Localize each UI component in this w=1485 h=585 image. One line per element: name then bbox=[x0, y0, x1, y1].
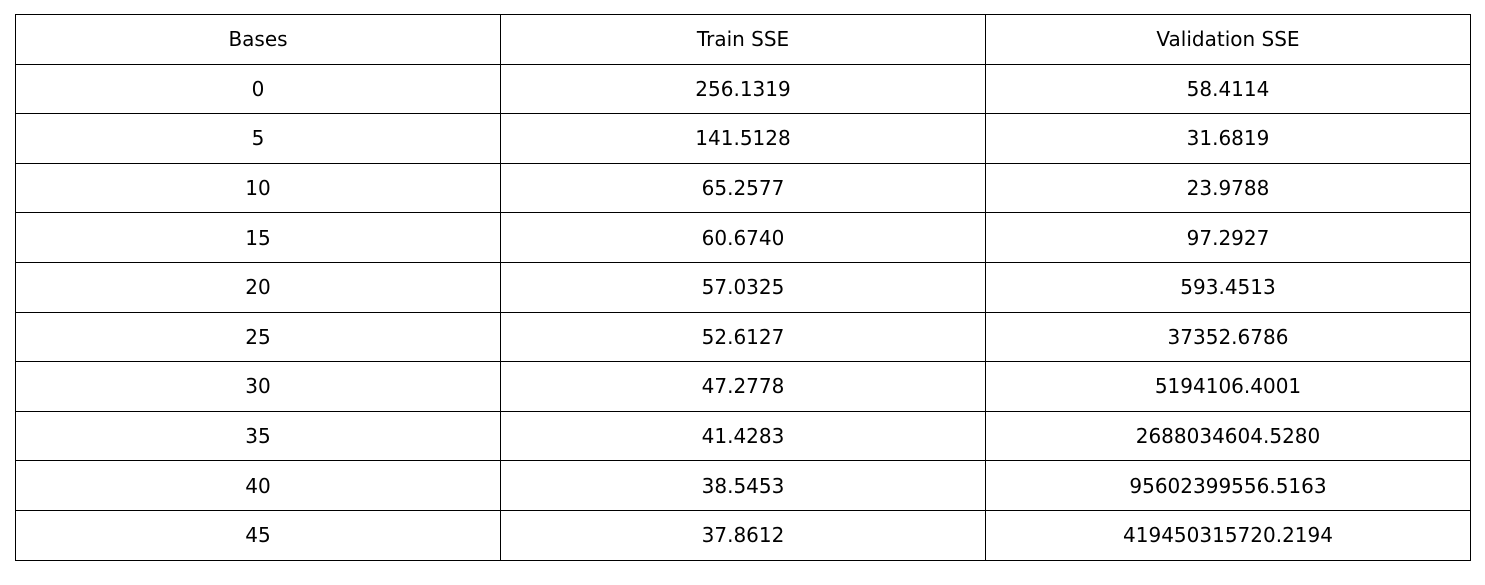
bases-cell: 5 bbox=[15, 113, 501, 164]
table-row: 30 47.2778 5194106.4001 bbox=[15, 361, 1471, 412]
sse-table: Bases Train SSE Validation SSE 0 256.1319… bbox=[15, 14, 1471, 561]
table-row: 5 141.5128 31.6819 bbox=[15, 113, 1471, 164]
bases-cell: 10 bbox=[15, 162, 501, 214]
bases-cell: 0 bbox=[15, 63, 501, 115]
validation-sse-cell: 23.9788 bbox=[985, 162, 1471, 214]
header-row: Bases Train SSE Validation SSE bbox=[15, 14, 1471, 65]
bases-cell: 35 bbox=[15, 410, 501, 462]
bases-cell: 20 bbox=[15, 261, 501, 313]
validation-sse-cell: 2688034604.5280 bbox=[985, 410, 1471, 462]
table-row: 15 60.6740 97.2927 bbox=[15, 212, 1471, 263]
bases-cell: 45 bbox=[15, 509, 501, 561]
validation-sse-cell: 58.4114 bbox=[985, 63, 1471, 115]
validation-sse-cell: 97.2927 bbox=[985, 212, 1471, 263]
train-sse-cell: 47.2778 bbox=[500, 361, 986, 412]
validation-sse-cell: 419450315720.2194 bbox=[985, 509, 1471, 561]
column-header-validation-sse: Validation SSE bbox=[985, 14, 1471, 65]
bases-cell: 25 bbox=[15, 311, 501, 363]
table-body: 0 256.1319 58.4114 5 141.5128 31.6819 10 65.257… bbox=[15, 63, 1471, 561]
bases-cell: 40 bbox=[15, 460, 501, 511]
train-sse-cell: 38.5453 bbox=[500, 460, 986, 511]
table-row: 25 52.6127 37352.6786 bbox=[15, 311, 1471, 363]
validation-sse-cell: 37352.6786 bbox=[985, 311, 1471, 363]
column-header-train-sse: Train SSE bbox=[500, 14, 986, 65]
train-sse-cell: 141.5128 bbox=[500, 113, 986, 164]
train-sse-cell: 256.1319 bbox=[500, 63, 986, 115]
table-row: 35 41.4283 2688034604.5280 bbox=[15, 410, 1471, 462]
bases-cell: 30 bbox=[15, 361, 501, 412]
train-sse-cell: 52.6127 bbox=[500, 311, 986, 363]
validation-sse-cell: 593.4513 bbox=[985, 261, 1471, 313]
column-header-bases: Bases bbox=[15, 14, 501, 65]
table-row: 45 37.8612 419450315720.2194 bbox=[15, 509, 1471, 561]
table-row: 10 65.2577 23.9788 bbox=[15, 162, 1471, 214]
validation-sse-cell: 5194106.4001 bbox=[985, 361, 1471, 412]
train-sse-cell: 41.4283 bbox=[500, 410, 986, 462]
train-sse-cell: 37.8612 bbox=[500, 509, 986, 561]
validation-sse-cell: 95602399556.5163 bbox=[985, 460, 1471, 511]
validation-sse-cell: 31.6819 bbox=[985, 113, 1471, 164]
train-sse-cell: 57.0325 bbox=[500, 261, 986, 313]
train-sse-cell: 65.2577 bbox=[500, 162, 986, 214]
table-row: 20 57.0325 593.4513 bbox=[15, 261, 1471, 313]
table-header: Bases Train SSE Validation SSE bbox=[15, 14, 1471, 65]
train-sse-cell: 60.6740 bbox=[500, 212, 986, 263]
table-row: 40 38.5453 95602399556.5163 bbox=[15, 460, 1471, 511]
table-row: 0 256.1319 58.4114 bbox=[15, 63, 1471, 115]
bases-cell: 15 bbox=[15, 212, 501, 263]
